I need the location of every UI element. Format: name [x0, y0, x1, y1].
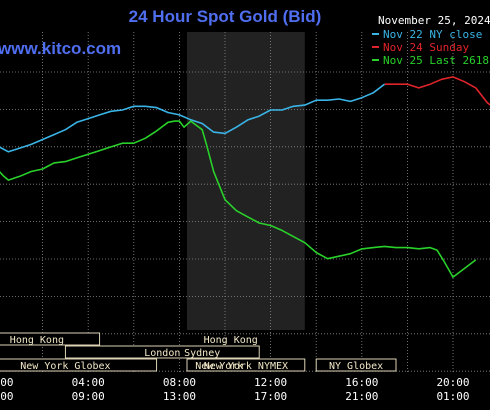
x-tick-gmt: 05:00: [0, 390, 14, 403]
legend-entry: Nov 22 NY close: [383, 28, 482, 41]
session-box: [0, 332, 101, 346]
session-label: Hong Kong: [204, 335, 258, 346]
x-tick-ny: 00:00: [0, 376, 14, 389]
session-label: Hong Kong: [10, 335, 64, 346]
session-label: London: [144, 348, 180, 359]
legend-entry: Nov 25 Last 2618: [383, 54, 489, 67]
x-tick-gmt: 01:00: [436, 390, 469, 403]
session-box: [315, 358, 397, 372]
legend-entry: Nov 24 Sunday: [383, 41, 469, 54]
session-label: New York NYMEX: [204, 361, 288, 372]
x-tick-ny: 20:00: [436, 376, 469, 389]
x-tick-gmt: 21:00: [345, 390, 378, 403]
series-line: [384, 76, 490, 106]
session-label: Sydney: [184, 348, 220, 359]
session-box: [0, 358, 158, 372]
series-line: [0, 120, 477, 278]
session-label: New York Globex: [20, 361, 110, 372]
session-label: New York: [195, 361, 243, 372]
session-box: [64, 345, 260, 359]
chart-title: 24 Hour Spot Gold (Bid): [129, 7, 322, 26]
x-tick-ny: 16:00: [345, 376, 378, 389]
session-box: [186, 358, 306, 372]
x-tick-gmt: 17:00: [254, 390, 287, 403]
x-tick-ny: 08:00: [163, 376, 196, 389]
x-tick-gmt: 09:00: [72, 390, 105, 403]
series-line: [0, 83, 386, 153]
x-tick-ny: 12:00: [254, 376, 287, 389]
x-tick-gmt: 13:00: [163, 390, 196, 403]
chart-date: November 25, 2024: [378, 14, 490, 27]
nymex-session-shade: [187, 32, 305, 330]
watermark: www.kitco.com: [0, 39, 121, 58]
session-label: NY Globex: [329, 361, 383, 372]
x-tick-ny: 04:00: [72, 376, 105, 389]
